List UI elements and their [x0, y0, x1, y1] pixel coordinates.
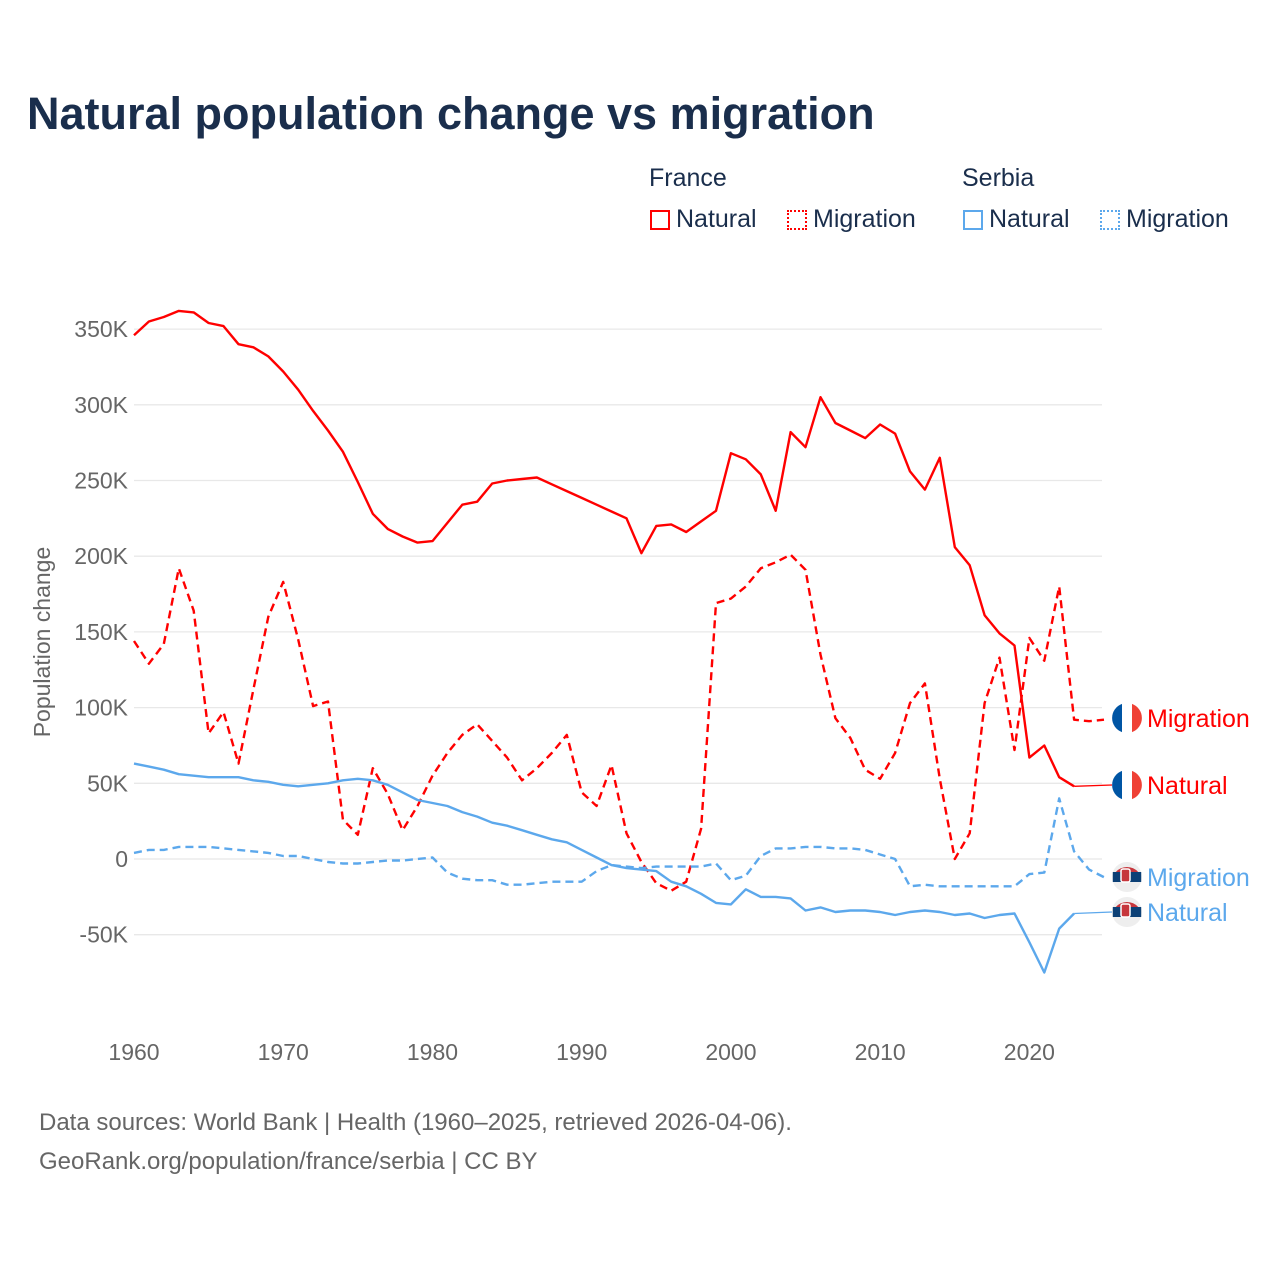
x-tick-label: 2020: [1004, 1039, 1055, 1065]
label-connector: [1074, 911, 1113, 915]
series-line-serbia-migration: [133, 797, 1105, 888]
source-line: Data sources: World Bank | Health (1960–…: [39, 1109, 792, 1136]
y-tick-label: 50K: [87, 770, 129, 796]
legend-serbia-migration[interactable]: Migration: [1100, 205, 1229, 234]
series-line-france-migration: [132, 553, 1105, 892]
x-tick-label: 1990: [556, 1039, 607, 1065]
legend-group-france: France: [649, 164, 727, 192]
y-tick-label: 350K: [74, 316, 128, 342]
legend-swatch-dotted: [1100, 209, 1120, 230]
legend-label: Natural: [989, 205, 1070, 233]
legend-france-migration[interactable]: Migration: [787, 205, 916, 234]
series-end-label: Natural: [1147, 772, 1228, 800]
x-tick-label: 1970: [258, 1039, 309, 1065]
y-tick-label: 150K: [74, 619, 128, 645]
legend-swatch-solid: [963, 209, 983, 230]
y-tick-label: 250K: [74, 468, 128, 494]
series-end-label: Migration: [1147, 864, 1250, 892]
y-tick-label: 200K: [74, 543, 128, 569]
legend-swatch-solid: [650, 209, 670, 230]
y-tick-label: -50K: [79, 922, 128, 948]
x-tick-label: 1980: [407, 1039, 458, 1065]
flag-blue-band: [1112, 770, 1122, 800]
coat-of-arms-icon: [1120, 903, 1131, 918]
series-line-france-natural: [133, 309, 1075, 788]
series-end-label: Migration: [1147, 705, 1250, 733]
x-tick-label: 2010: [855, 1039, 906, 1065]
legend-france-natural[interactable]: Natural: [650, 205, 757, 234]
y-axis-label: Population change: [29, 547, 55, 738]
attribution-line[interactable]: GeoRank.org/population/france/serbia | C…: [39, 1148, 538, 1175]
x-tick-label: 2000: [705, 1039, 756, 1065]
label-connector: [1074, 784, 1113, 787]
coat-of-arms-icon: [1120, 868, 1131, 883]
y-tick-label: 100K: [74, 695, 128, 721]
legend-group-serbia: Serbia: [962, 164, 1035, 192]
legend-label: Migration: [1126, 205, 1229, 233]
chart-title: Natural population change vs migration: [27, 88, 875, 139]
x-tick-label: 1960: [108, 1039, 159, 1065]
legend-label: Migration: [813, 205, 916, 233]
flag-red-band: [1132, 770, 1142, 800]
legend-swatch-dotted: [787, 209, 807, 230]
flag-blue-band: [1112, 703, 1122, 733]
y-tick-label: 0: [115, 846, 128, 872]
y-tick-label: 300K: [74, 392, 128, 418]
legend-label: Natural: [676, 205, 757, 233]
series-line-serbia-natural: [133, 762, 1075, 974]
series-end-label: Natural: [1147, 899, 1228, 927]
flag-red-band: [1132, 703, 1142, 733]
legend-serbia-natural[interactable]: Natural: [963, 205, 1070, 234]
